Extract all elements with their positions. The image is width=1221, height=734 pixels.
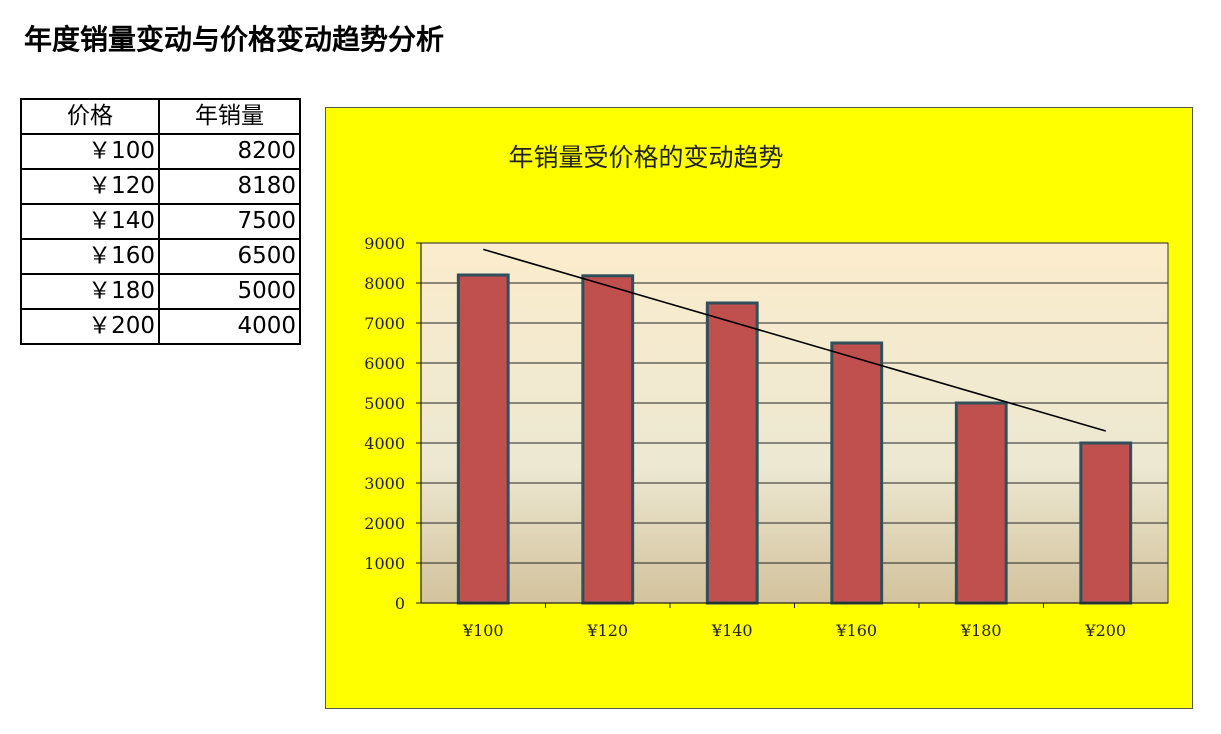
sales-cell: 4000 bbox=[158, 308, 301, 345]
header-annual-sales: 年销量 bbox=[158, 98, 301, 135]
bar bbox=[1079, 441, 1133, 605]
table-row: ￥120 8180 bbox=[20, 168, 301, 205]
price-cell: ￥180 bbox=[20, 273, 160, 310]
table-row: ￥180 5000 bbox=[20, 273, 301, 310]
sales-cell: 5000 bbox=[158, 273, 301, 310]
y-tick-label: 1000 bbox=[364, 554, 405, 573]
y-tick-label: 6000 bbox=[364, 354, 405, 373]
x-tick-label: ¥180 bbox=[960, 621, 1002, 640]
bar bbox=[581, 274, 635, 605]
y-tick-label: 3000 bbox=[364, 474, 405, 493]
page-title: 年度销量变动与价格变动趋势分析 bbox=[24, 23, 445, 56]
y-tick-label: 9000 bbox=[364, 234, 405, 253]
trendline-layer bbox=[483, 248, 1106, 432]
y-tick-label: 8000 bbox=[364, 274, 405, 293]
bar bbox=[830, 341, 884, 605]
price-cell: ￥120 bbox=[20, 168, 160, 205]
x-tick-label: ¥200 bbox=[1084, 621, 1126, 640]
price-cell: ￥140 bbox=[20, 203, 160, 240]
bar bbox=[456, 273, 510, 605]
table-header-row: 价格 年销量 bbox=[20, 98, 301, 135]
bar bbox=[705, 301, 759, 605]
y-tick-label: 5000 bbox=[364, 394, 405, 413]
table-row: ￥100 8200 bbox=[20, 133, 301, 170]
y-tick-label: 7000 bbox=[364, 314, 405, 333]
x-tick-label: ¥160 bbox=[835, 621, 877, 640]
sales-cell: 8180 bbox=[158, 168, 301, 205]
price-cell: ￥200 bbox=[20, 308, 160, 345]
header-price: 价格 bbox=[20, 98, 160, 135]
table-row: ￥200 4000 bbox=[20, 308, 301, 345]
trendline bbox=[483, 248, 1106, 432]
axes bbox=[416, 242, 1168, 608]
chart-title: 年销量受价格的变动趋势 bbox=[508, 143, 783, 172]
sales-trend-chart: 年销量受价格的变动趋势 0 1000 2000 3000 4000 5000 6000 700… bbox=[364, 143, 1169, 640]
table-row: ￥140 7500 bbox=[20, 203, 301, 240]
bar-series bbox=[456, 273, 1133, 605]
gridlines bbox=[421, 242, 1168, 564]
y-tick-label: 2000 bbox=[364, 514, 405, 533]
price-cell: ￥100 bbox=[20, 133, 160, 170]
sales-cell: 6500 bbox=[158, 238, 301, 275]
y-tick-label: 4000 bbox=[364, 434, 405, 453]
x-tick-label: ¥140 bbox=[711, 621, 753, 640]
table-row: ￥160 6500 bbox=[20, 238, 301, 275]
price-cell: ￥160 bbox=[20, 238, 160, 275]
x-tick-label: ¥120 bbox=[586, 621, 628, 640]
sales-cell: 8200 bbox=[158, 133, 301, 170]
y-tick-label: 0 bbox=[395, 594, 405, 613]
bar bbox=[954, 401, 1008, 605]
sales-cell: 7500 bbox=[158, 203, 301, 240]
plot-area bbox=[420, 242, 1169, 604]
price-sales-table: 价格 年销量 ￥100 8200 ￥120 8180 ￥140 7500 ￥16… bbox=[20, 98, 301, 345]
x-tick-label: ¥100 bbox=[462, 621, 504, 640]
chart-area[interactable]: 年销量受价格的变动趋势 0 1000 2000 3000 4000 5000 6000 700… bbox=[325, 107, 1193, 709]
tick-labels: 0 1000 2000 3000 4000 5000 6000 7000 8000 9000 ¥10… bbox=[364, 234, 1126, 640]
